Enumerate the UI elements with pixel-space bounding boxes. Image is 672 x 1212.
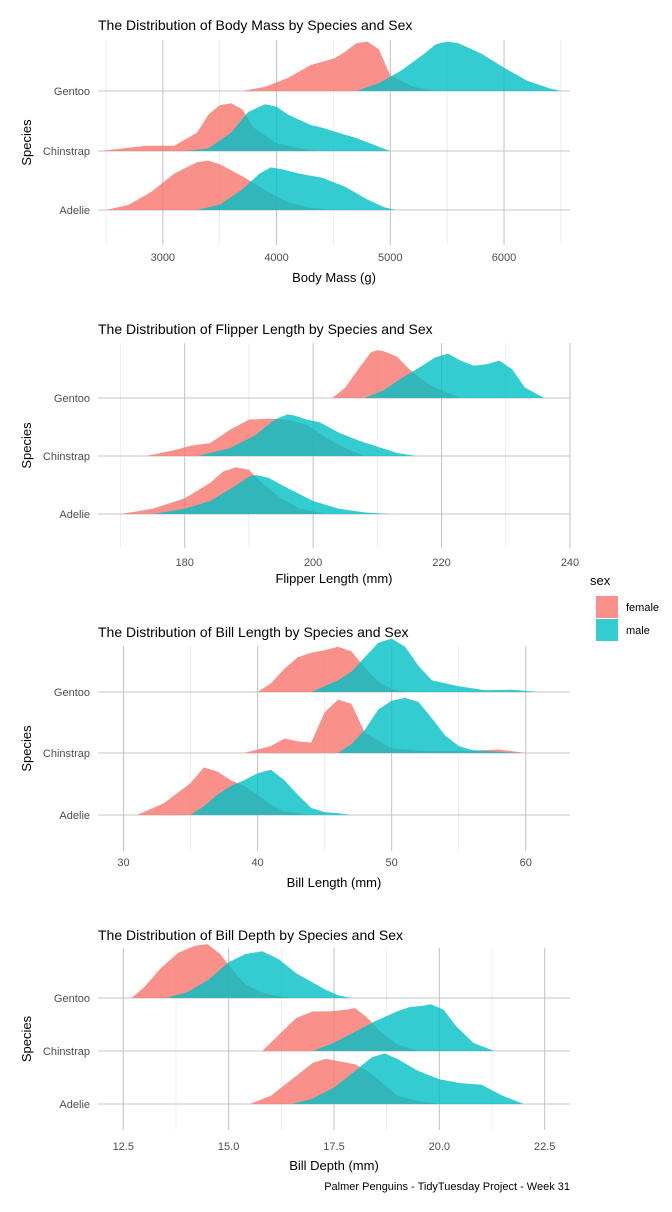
x-tick-label: 240 [561,557,579,569]
legend-label-male: male [626,625,650,637]
y-tick-label-gentoo: Gentoo [54,687,90,699]
y-tick-label-adelie: Adelie [59,810,90,822]
legend-key-male [596,619,618,641]
legend-title: sex [590,573,611,588]
ridge-chinstrap-male [185,104,391,151]
charts-container: Adelie Chinstrap Gentoo 3000 4000 5000 6000 Bod… [19,17,579,1173]
x-tick-label: 200 [304,557,322,569]
x-tick-label: 30 [117,857,129,869]
legend-key-female [596,596,618,618]
y-tick-label-chinstrap: Chinstrap [43,146,90,158]
x-tick-label: 220 [432,557,450,569]
y-axis-title: Species [19,725,34,772]
legend-label-female: female [626,602,659,614]
y-tick-label-gentoo: Gentoo [54,993,90,1005]
x-tick-label: 40 [251,857,263,869]
x-tick-label: 22.5 [534,1141,555,1153]
ridge-chinstrap-male [338,697,519,753]
x-tick-label: 12.5 [113,1141,134,1153]
chart-1: Adelie Chinstrap Gentoo 3000 4000 5000 6000 Bod… [19,17,570,285]
chart-title: The Distribution of Flipper Length by Sp… [98,321,433,337]
y-tick-label-gentoo: Gentoo [54,86,90,98]
ridge-chinstrap-male [197,414,416,456]
y-tick-label-chinstrap: Chinstrap [43,1046,90,1058]
y-tick-label-gentoo: Gentoo [54,393,90,405]
y-tick-label-adelie: Adelie [59,205,90,217]
chart-title: The Distribution of Bill Length by Speci… [98,624,409,640]
y-tick-label-chinstrap: Chinstrap [43,748,90,760]
ridge-adelie-male [196,167,396,210]
x-axis-title: Bill Length (mm) [287,875,382,890]
x-tick-label: 60 [520,857,532,869]
ridge-gentoo-male [356,41,561,91]
ridge-gentoo-male [165,951,351,998]
ridge-gentoo-male [364,353,545,398]
x-tick-label: 17.5 [323,1141,344,1153]
x-tick-label: 3000 [151,252,175,264]
y-tick-label-chinstrap: Chinstrap [43,451,90,463]
x-tick-label: 50 [386,857,398,869]
x-tick-label: 4000 [264,252,288,264]
y-tick-label-adelie: Adelie [59,509,90,521]
chart-2: Adelie Chinstrap Gentoo 180 200 220 240 Flipper… [19,321,579,586]
legend: sex female male [590,573,659,641]
y-axis-title: Species [19,422,34,469]
ridge-adelie-male [291,1053,524,1104]
y-axis-title: Species [19,1015,34,1062]
x-axis-title: Flipper Length (mm) [275,571,392,586]
x-tick-label: 180 [176,557,194,569]
x-axis-title: Body Mass (g) [292,270,376,285]
ridge-adelie-male [152,475,391,514]
ridge-adelie-male [190,769,352,815]
y-axis-title: Species [19,119,34,166]
chart-title: The Distribution of Bill Depth by Specie… [98,927,403,943]
ridge-chinstrap-female [244,699,526,753]
caption: Palmer Penguins - TidyTuesday Project - … [324,1181,570,1193]
chart-3: Adelie Chinstrap Gentoo 30 40 50 60 Bill Length… [19,624,570,890]
ridge-gentoo-male [311,638,540,692]
x-tick-label: 15.0 [218,1141,239,1153]
x-tick-label: 5000 [378,252,402,264]
x-tick-label: 20.0 [429,1141,450,1153]
chart-4: Adelie Chinstrap Gentoo 12.5 15.0 17.5 20.0 22.… [19,927,570,1173]
x-tick-label: 6000 [492,252,516,264]
ridge-chinstrap-male [312,1004,495,1051]
y-tick-label-adelie: Adelie [59,1099,90,1111]
x-axis-title: Bill Depth (mm) [289,1158,379,1173]
ridge-gentoo-female [131,944,297,998]
chart-title: The Distribution of Body Mass by Species… [98,17,412,33]
